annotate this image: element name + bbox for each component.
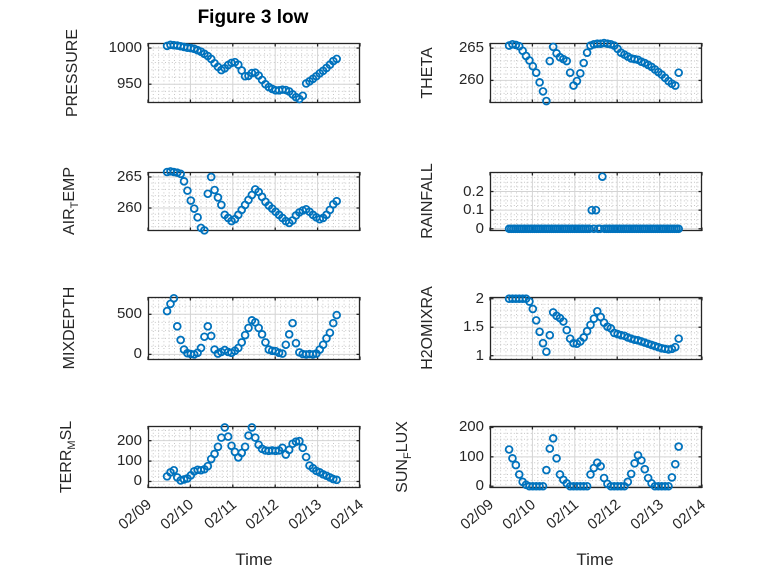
y-tick-label-terr_msl: 200 <box>116 431 142 449</box>
y-tick-label-rainfall: 0 <box>475 219 484 237</box>
y-tick-label-terr_msl: 0 <box>133 472 142 490</box>
y-tick-label-sun_flux: 0 <box>475 477 484 495</box>
y-tick-label-theta: 265 <box>458 39 484 57</box>
y-tick-label-mixdepth: 0 <box>133 345 142 363</box>
y-tick-label-rainfall: 0.1 <box>463 201 484 219</box>
y-tick-label-sun_flux: 200 <box>458 418 484 436</box>
plot-area-air_temp <box>147 167 361 235</box>
y-axis-label-terr-msl: TERRMSL <box>58 420 78 494</box>
y-tick-label-h2omixra: 2 <box>475 289 484 307</box>
y-axis-label-mixdepth: MIXDEPTH <box>61 286 78 370</box>
plot-area-terr_msl <box>147 423 361 489</box>
figure-title: Figure 3 low <box>197 7 309 28</box>
plot-area-sun_flux <box>489 425 703 491</box>
y-axis-label-air-temp: AIRTEMP <box>61 166 81 236</box>
x-axis-label-time-right: Time <box>576 550 614 569</box>
y-tick-label-theta: 260 <box>458 71 484 89</box>
y-tick-label-air_temp: 265 <box>116 167 142 185</box>
plot-area-theta <box>489 38 703 106</box>
plot-area-h2omixra <box>489 294 703 361</box>
y-tick-label-h2omixra: 1 <box>475 346 484 364</box>
y-tick-label-sun_flux: 100 <box>458 447 484 465</box>
y-tick-label-mixdepth: 500 <box>116 305 142 323</box>
plot-area-pressure <box>147 40 361 104</box>
y-tick-label-h2omixra: 1.5 <box>463 318 484 336</box>
y-tick-label-pressure: 1000 <box>108 39 142 57</box>
y-axis-label-sun-flux: SUNFLUX <box>394 421 414 493</box>
y-axis-label-pressure: PRESSURE <box>64 28 81 118</box>
y-tick-label-rainfall: 0.2 <box>463 182 484 200</box>
x-axis-label-time-left: Time <box>235 550 273 569</box>
plot-area-rainfall <box>489 171 703 234</box>
y-tick-label-terr_msl: 100 <box>116 452 142 470</box>
plot-area-mixdepth <box>147 293 361 361</box>
y-tick-label-air_temp: 260 <box>116 199 142 217</box>
y-tick-label-pressure: 950 <box>116 75 142 93</box>
